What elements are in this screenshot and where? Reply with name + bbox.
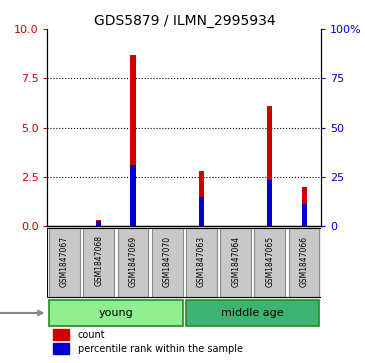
Text: middle age: middle age <box>222 308 284 318</box>
Bar <box>199 171 204 226</box>
FancyBboxPatch shape <box>152 228 182 297</box>
FancyBboxPatch shape <box>186 228 217 297</box>
Title: GDS5879 / ILMN_2995934: GDS5879 / ILMN_2995934 <box>93 14 275 28</box>
FancyBboxPatch shape <box>254 228 285 297</box>
FancyBboxPatch shape <box>49 228 80 297</box>
FancyBboxPatch shape <box>220 228 251 297</box>
Text: GSM1847068: GSM1847068 <box>94 236 103 286</box>
Text: GSM1847070: GSM1847070 <box>163 235 172 286</box>
Text: count: count <box>77 330 105 340</box>
Bar <box>53 343 69 354</box>
Text: GSM1847065: GSM1847065 <box>265 235 274 286</box>
Text: GSM1847063: GSM1847063 <box>197 235 206 286</box>
Bar <box>96 220 101 226</box>
Bar <box>267 106 272 226</box>
Text: GSM1847069: GSM1847069 <box>128 235 138 286</box>
Bar <box>267 180 272 226</box>
Text: percentile rank within the sample: percentile rank within the sample <box>77 344 243 354</box>
Text: GSM1847066: GSM1847066 <box>300 235 308 286</box>
Bar <box>130 165 135 226</box>
FancyBboxPatch shape <box>49 300 182 326</box>
Bar <box>301 187 307 226</box>
FancyBboxPatch shape <box>118 228 149 297</box>
Bar <box>130 55 135 226</box>
Text: age: age <box>0 308 42 318</box>
Bar <box>199 196 204 226</box>
Bar <box>96 221 101 226</box>
Bar <box>301 204 307 226</box>
FancyBboxPatch shape <box>289 228 319 297</box>
Text: GSM1847064: GSM1847064 <box>231 235 240 286</box>
Text: GSM1847067: GSM1847067 <box>60 235 69 286</box>
Text: young: young <box>99 308 133 318</box>
FancyBboxPatch shape <box>83 228 114 297</box>
Bar <box>53 329 69 340</box>
FancyBboxPatch shape <box>186 300 319 326</box>
